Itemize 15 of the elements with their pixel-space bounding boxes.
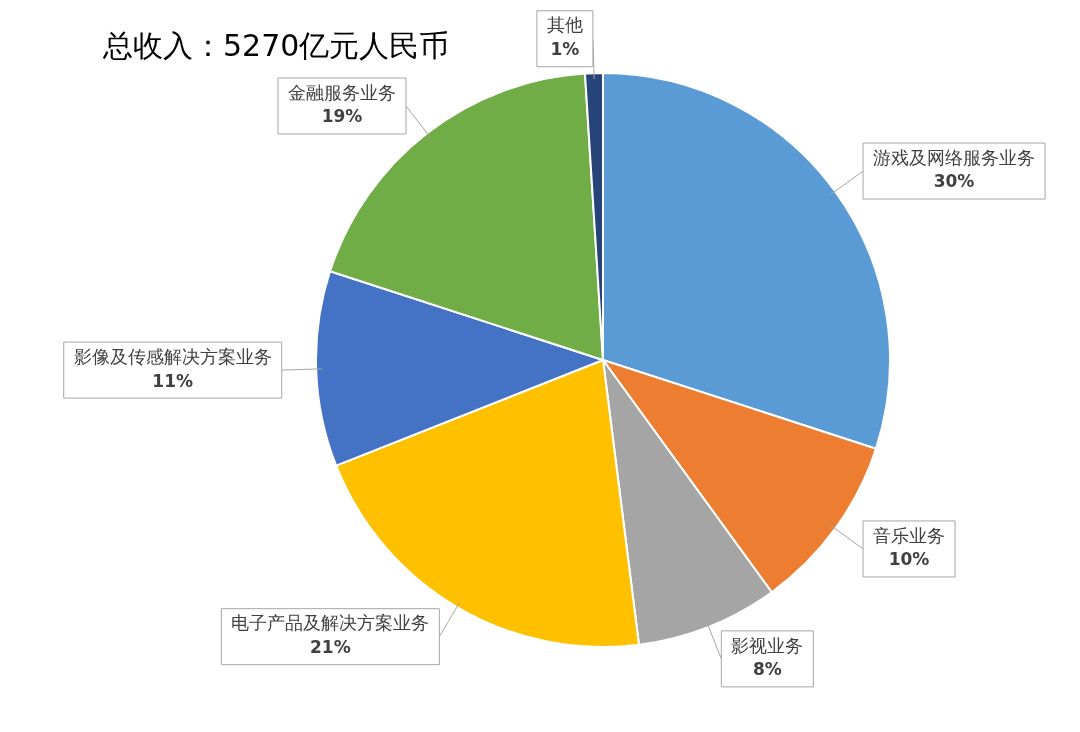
data-label: 21% <box>310 637 351 658</box>
slice-label: 金融服务业务 <box>287 81 396 103</box>
chart-title: 总收入：5270亿元人民币 <box>103 27 450 65</box>
data-label: 10% <box>888 549 930 570</box>
data-label: 19% <box>321 106 363 127</box>
slice-label: 影像及传感解决方案业务 <box>73 345 272 367</box>
data-label: 11% <box>152 370 194 391</box>
slice-label: 影视业务 <box>731 634 804 656</box>
slice-label: 其他 <box>546 14 583 36</box>
slice-label: 电子产品及解决方案业务 <box>231 612 430 634</box>
data-label: 8% <box>752 659 782 680</box>
data-label: 30% <box>933 171 975 192</box>
slice-label: 游戏及网络服务业务 <box>873 146 1036 168</box>
slice-label: 音乐业务 <box>873 524 946 546</box>
data-label: 1% <box>550 39 580 60</box>
